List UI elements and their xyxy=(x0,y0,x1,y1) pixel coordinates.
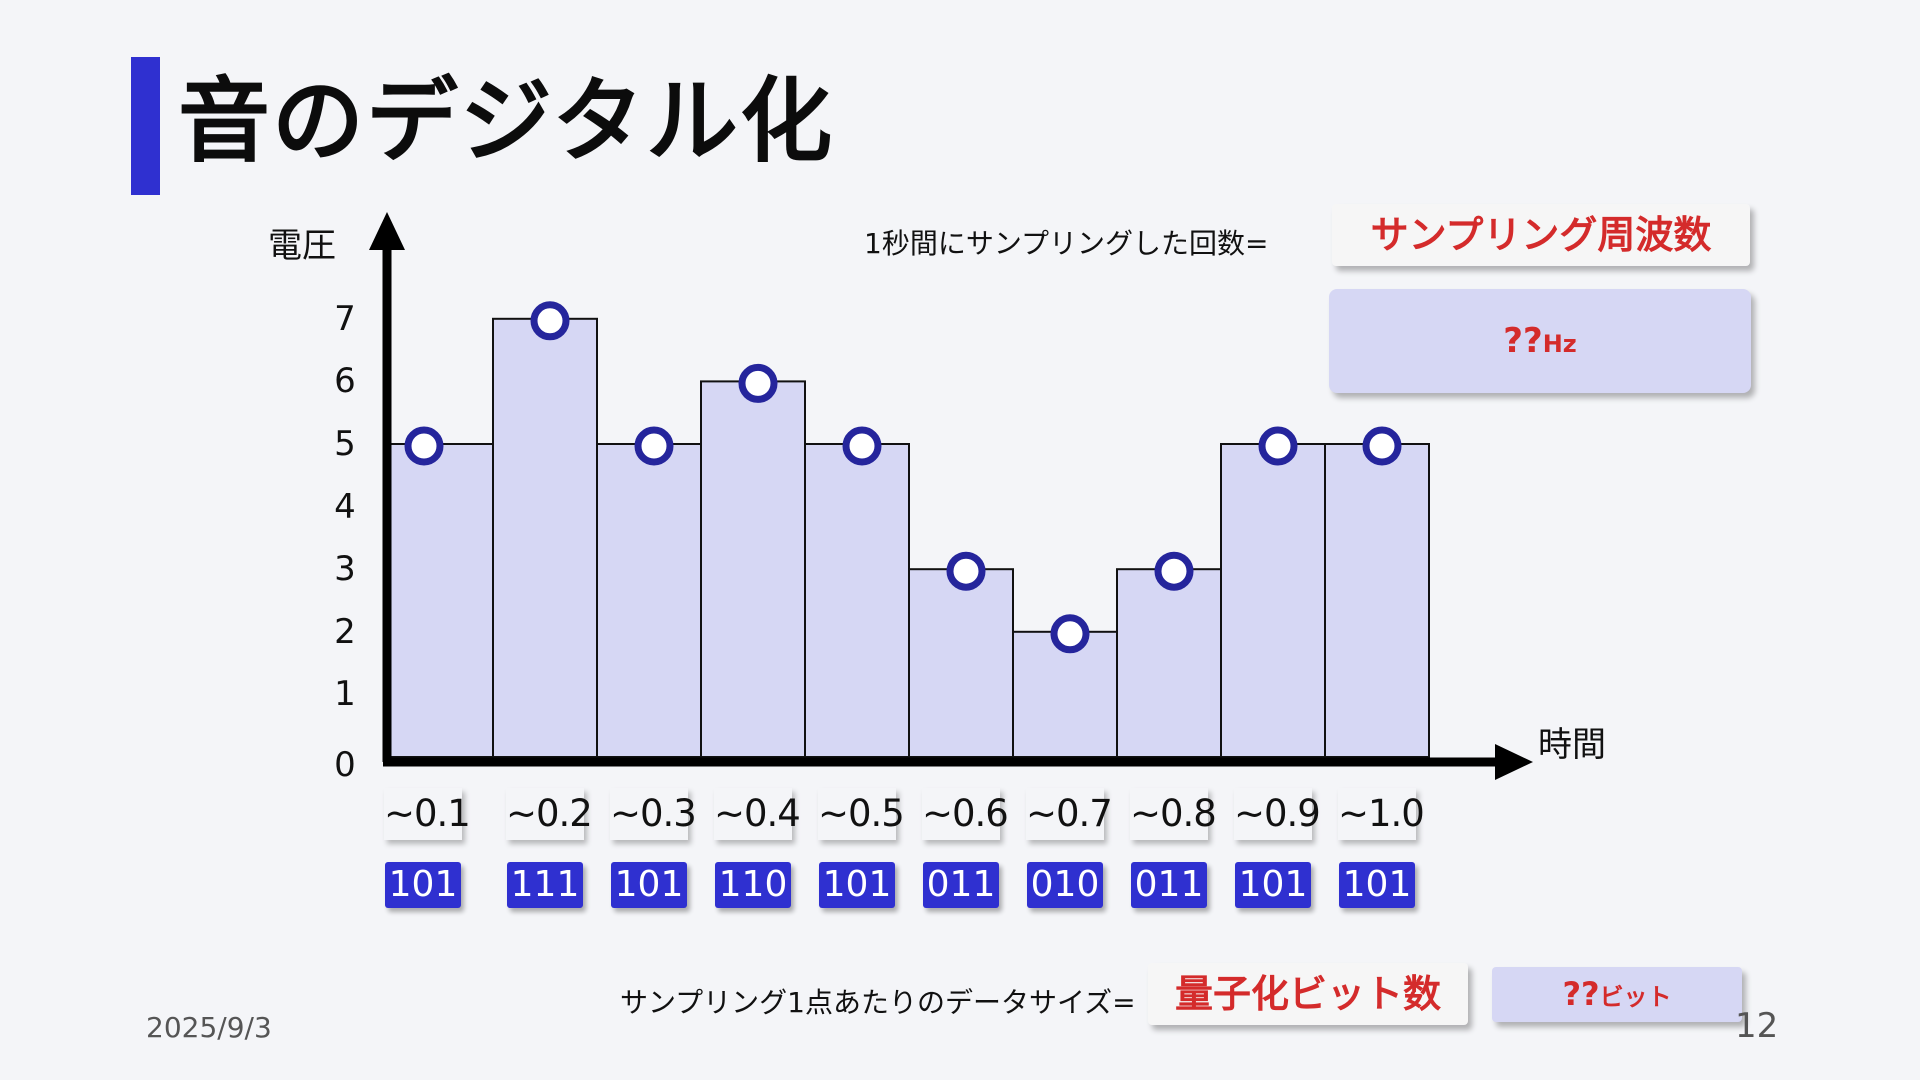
sample-point-9 xyxy=(1258,426,1298,466)
y-tick-label: 6 xyxy=(334,361,356,402)
sample-point-3 xyxy=(634,426,674,466)
x-tick-label: ~0.7 xyxy=(1026,788,1113,840)
sample-point-6 xyxy=(946,551,986,591)
binary-code: 011 xyxy=(923,862,999,908)
binary-code: 010 xyxy=(1027,862,1103,908)
title-accent-bar xyxy=(131,57,160,195)
sample-point-2 xyxy=(530,301,570,341)
quantization-bits-value: ?? xyxy=(1562,975,1600,1013)
y-axis-label: 電圧 xyxy=(268,226,336,266)
footer-date: 2025/9/3 xyxy=(146,1011,272,1044)
sample-point-10 xyxy=(1362,426,1402,466)
bar-7 xyxy=(1012,630,1118,758)
quantization-bits-unit: ビット xyxy=(1599,983,1672,1011)
x-tick-label: ~0.9 xyxy=(1234,788,1321,840)
binary-code: 101 xyxy=(1235,862,1311,908)
y-axis-arrow xyxy=(369,212,405,250)
sample-point-7 xyxy=(1050,614,1090,654)
sampling-frequency-value-box: ??Hz xyxy=(1329,289,1751,393)
bar-10 xyxy=(1324,443,1430,758)
binary-code: 011 xyxy=(1131,862,1207,908)
bar-2 xyxy=(492,317,598,758)
bits-label: サンプリング1点あたりのデータサイズ= xyxy=(620,986,1136,1019)
bar-3 xyxy=(596,443,702,758)
y-tick-label: 5 xyxy=(334,424,356,464)
x-tick-label: ~0.5 xyxy=(818,788,905,840)
y-tick-label: 2 xyxy=(334,611,356,652)
bar-1 xyxy=(388,443,494,758)
page-number: 12 xyxy=(1735,1006,1779,1046)
y-tick-label: 0 xyxy=(334,745,356,785)
sampling-label: 1秒間にサンプリングした回数= xyxy=(864,227,1269,260)
sample-point-5 xyxy=(842,426,882,466)
x-tick-label: ~0.1 xyxy=(384,788,471,840)
bar-9 xyxy=(1220,443,1326,758)
binary-code: 101 xyxy=(819,862,895,908)
bar-6 xyxy=(908,568,1014,759)
binary-code: 101 xyxy=(385,862,461,908)
x-tick-label: ~0.3 xyxy=(610,788,697,840)
x-tick-label: ~1.0 xyxy=(1338,788,1425,840)
y-tick-label: 1 xyxy=(334,674,356,715)
sample-point-4 xyxy=(738,363,778,403)
x-tick-label: ~0.4 xyxy=(714,788,801,840)
bar-5 xyxy=(804,443,910,758)
bar-4 xyxy=(700,380,806,758)
x-tick-label: ~0.2 xyxy=(506,788,593,840)
sampling-frequency-term: サンプリング周波数 xyxy=(1332,204,1750,266)
quantization-bits-term: 量子化ビット数 xyxy=(1148,963,1468,1025)
bar-8 xyxy=(1116,568,1222,759)
sampling-frequency-value: ?? xyxy=(1503,321,1543,361)
binary-code: 110 xyxy=(715,862,791,908)
y-tick-label: 4 xyxy=(334,486,356,527)
sample-point-1 xyxy=(404,426,444,466)
binary-code: 101 xyxy=(1339,862,1415,908)
quantization-bits-value-box: ??ビット xyxy=(1492,967,1742,1022)
x-tick-label: ~0.8 xyxy=(1130,788,1217,840)
x-axis-label: 時間 xyxy=(1538,725,1606,765)
y-tick-label: 3 xyxy=(334,549,356,590)
y-tick-label: 7 xyxy=(334,298,356,339)
x-tick-label: ~0.6 xyxy=(922,788,1009,840)
page-title: 音のデジタル化 xyxy=(178,68,835,175)
sampling-frequency-unit: Hz xyxy=(1542,330,1577,358)
binary-code: 101 xyxy=(611,862,687,908)
binary-code: 111 xyxy=(507,862,583,908)
x-axis-arrow xyxy=(1495,744,1533,780)
sample-point-8 xyxy=(1154,551,1194,591)
